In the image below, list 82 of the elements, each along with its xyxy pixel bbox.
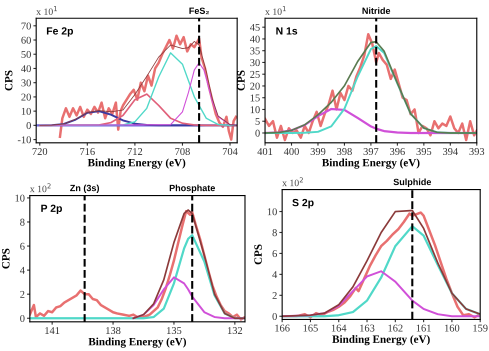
y-axis-title: CPS [2, 248, 10, 269]
line-series [282, 270, 480, 318]
y-tick-label: 45 [250, 24, 260, 31]
x-tick-label: 394 [442, 148, 458, 156]
annotation: P 2p [41, 204, 62, 214]
x-tick-label: 135 [167, 327, 182, 334]
x-axis-title: Binding Energy (eV) [322, 158, 420, 169]
y-tick-label: 40 [21, 65, 31, 72]
x-tick-label: 159 [473, 324, 488, 332]
y-tick-label: 4 [272, 271, 278, 278]
y-tick-label: 8 [272, 229, 277, 236]
x-tick-label: 401 [257, 148, 272, 156]
y-tick-label: 30 [21, 79, 31, 86]
y-axis-title: CPS [254, 244, 262, 264]
x-tick-label: 161 [416, 324, 431, 332]
annotation: Fe 2p [46, 27, 74, 37]
x-tick-label: 720 [32, 148, 48, 156]
ref-line-label: Phosphate [170, 184, 215, 193]
y-tick-label: 2 [272, 292, 277, 299]
x-tick-label: 393 [469, 148, 484, 156]
ref-line-label: Nitride [362, 7, 390, 14]
x-tick-label: 132 [228, 327, 242, 334]
x-tick-label: 398 [337, 148, 352, 156]
x-tick-label: 716 [80, 148, 95, 156]
x-tick-label: 395 [416, 148, 432, 156]
y-tick-label: 10 [22, 108, 31, 115]
x-tick-label: 141 [45, 327, 60, 334]
y-tick-label: 0 [255, 130, 260, 137]
x-tick-label: 164 [332, 324, 346, 332]
y-tick-label: 10 [15, 194, 25, 202]
y-tick-label: 60 [21, 36, 31, 44]
annotation: S 2p [292, 198, 314, 208]
x-tick-label: 708 [175, 148, 190, 156]
y-tick-label: 4 [20, 266, 25, 274]
y-tick-label: 0 [20, 314, 25, 322]
x-tick-label: 162 [388, 324, 403, 332]
y-tick-label: 10 [250, 106, 260, 114]
y-axis-title: CPS [237, 70, 245, 91]
text: x 10$^{1}$ [265, 6, 286, 15]
line-series [30, 234, 245, 320]
y-tick-label: 50 [22, 50, 31, 58]
y-tick-label: 2 [20, 290, 24, 298]
ref-line-label: Zn (3s) [70, 184, 99, 193]
y-tick-label: 0 [272, 312, 277, 320]
y-axis-title: CPS [4, 70, 12, 91]
y-tick-label: 40 [250, 36, 260, 43]
y-tick-label: 25 [250, 70, 260, 78]
text: x 10$^{1}$ [36, 6, 57, 15]
x-tick-label: 400 [284, 148, 299, 156]
y-tick-label: 35 [250, 47, 260, 54]
y-tick-label: 5 [256, 118, 260, 125]
text: x 10$^{2}$ [30, 183, 51, 192]
x-axis-title: Binding Energy (eV) [332, 335, 430, 346]
y-tick-label: 20 [250, 82, 260, 90]
y-tick-label: 15 [250, 94, 260, 102]
y-tick-label: 6 [272, 250, 277, 258]
x-tick-label: 396 [390, 148, 405, 156]
x-tick-label: 397 [364, 148, 378, 156]
y-tick-label: 30 [250, 59, 260, 66]
y-tick-label: 10 [268, 208, 277, 216]
y-tick-label: -10 [18, 136, 31, 144]
line-series [132, 209, 245, 320]
x-tick-label: 165 [304, 324, 318, 332]
x-tick-label: 138 [106, 327, 120, 334]
x-axis-title: Binding Energy (eV) [88, 338, 186, 348]
annotation: N 1s [276, 27, 298, 35]
y-tick-label: 20 [21, 94, 31, 101]
x-tick-label: 160 [445, 324, 460, 332]
ref-line-label: FeS₂ [189, 8, 209, 14]
ref-line-label: Sulphide [394, 178, 432, 187]
text: x 10$^{2}$ [282, 177, 303, 186]
x-tick-label: 166 [275, 324, 290, 332]
x-tick-label: 399 [310, 148, 326, 156]
x-tick-label: 704 [222, 148, 238, 156]
x-tick-label: 712 [128, 148, 142, 155]
y-tick-label: 70 [22, 22, 31, 30]
line-series [38, 110, 238, 126]
y-tick-label: 8 [20, 218, 25, 226]
x-tick-label: 163 [360, 324, 374, 332]
y-tick-label: 0 [26, 122, 31, 130]
x-axis-title: Binding Energy (eV) [88, 158, 186, 169]
y-tick-label: 6 [20, 242, 25, 250]
